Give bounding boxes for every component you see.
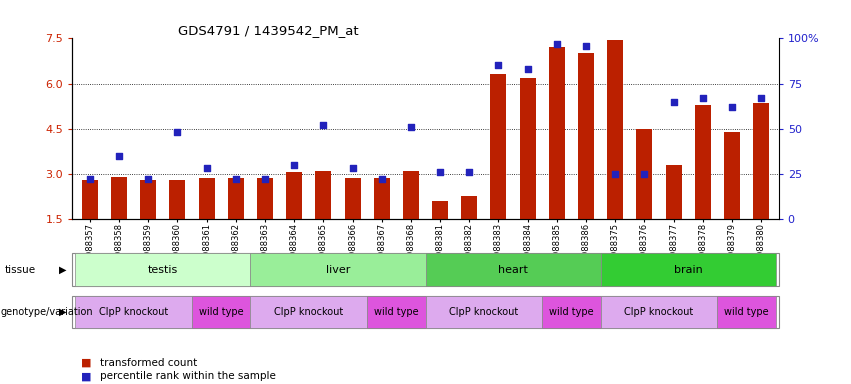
Text: wild type: wild type: [549, 307, 594, 317]
Text: wild type: wild type: [374, 307, 419, 317]
FancyBboxPatch shape: [250, 296, 367, 328]
Bar: [140, 180, 157, 219]
Text: transformed count: transformed count: [100, 358, 197, 368]
FancyBboxPatch shape: [75, 296, 192, 328]
Bar: [111, 177, 127, 219]
Text: testis: testis: [148, 265, 178, 275]
Bar: [724, 132, 740, 219]
Text: wild type: wild type: [199, 307, 243, 317]
Text: brain: brain: [674, 265, 703, 275]
Text: genotype/variation: genotype/variation: [1, 307, 94, 317]
FancyBboxPatch shape: [601, 253, 776, 286]
Bar: [228, 178, 243, 219]
Bar: [753, 103, 769, 219]
Point: [346, 165, 359, 171]
Bar: [461, 196, 477, 219]
FancyBboxPatch shape: [192, 296, 250, 328]
Bar: [608, 40, 623, 219]
Bar: [82, 180, 98, 219]
Bar: [374, 178, 390, 219]
FancyBboxPatch shape: [250, 253, 426, 286]
Bar: [169, 180, 186, 219]
FancyBboxPatch shape: [367, 296, 426, 328]
Bar: [549, 48, 565, 219]
FancyBboxPatch shape: [75, 253, 250, 286]
Text: heart: heart: [498, 265, 528, 275]
Point: [667, 99, 681, 105]
Text: wild type: wild type: [724, 307, 768, 317]
Point: [725, 104, 739, 110]
Point: [580, 43, 593, 49]
Text: ■: ■: [81, 358, 91, 368]
Point: [200, 165, 214, 171]
Point: [492, 63, 505, 69]
FancyBboxPatch shape: [426, 296, 542, 328]
Point: [317, 122, 330, 128]
Point: [754, 95, 768, 101]
Point: [141, 176, 155, 182]
Point: [637, 170, 651, 177]
Point: [170, 129, 184, 135]
Text: ▶: ▶: [59, 265, 66, 275]
Bar: [490, 74, 506, 219]
Text: ClpP knockout: ClpP knockout: [449, 307, 518, 317]
Point: [83, 176, 97, 182]
FancyBboxPatch shape: [542, 296, 601, 328]
Bar: [520, 78, 535, 219]
Bar: [257, 178, 273, 219]
Text: liver: liver: [326, 265, 350, 275]
Bar: [665, 165, 682, 219]
FancyBboxPatch shape: [601, 296, 717, 328]
FancyBboxPatch shape: [426, 253, 601, 286]
Point: [288, 162, 301, 168]
Point: [112, 153, 126, 159]
Text: ClpP knockout: ClpP knockout: [274, 307, 343, 317]
Bar: [316, 171, 331, 219]
Text: ▶: ▶: [59, 307, 66, 317]
Text: GDS4791 / 1439542_PM_at: GDS4791 / 1439542_PM_at: [179, 24, 359, 37]
FancyBboxPatch shape: [717, 296, 776, 328]
Text: percentile rank within the sample: percentile rank within the sample: [100, 371, 276, 381]
Bar: [286, 172, 302, 219]
Bar: [432, 201, 448, 219]
Text: ClpP knockout: ClpP knockout: [99, 307, 168, 317]
Point: [258, 176, 271, 182]
Point: [550, 41, 563, 47]
Point: [229, 176, 243, 182]
Bar: [694, 104, 711, 219]
Point: [521, 66, 534, 72]
Point: [462, 169, 476, 175]
Bar: [345, 178, 361, 219]
Text: ■: ■: [81, 371, 91, 381]
Point: [696, 95, 710, 101]
Point: [433, 169, 447, 175]
Text: ClpP knockout: ClpP knockout: [625, 307, 694, 317]
Bar: [403, 171, 419, 219]
Bar: [578, 53, 594, 219]
Bar: [198, 178, 214, 219]
Text: tissue: tissue: [4, 265, 36, 275]
Point: [608, 170, 622, 177]
Bar: [637, 129, 653, 219]
Point: [404, 124, 418, 130]
Point: [375, 176, 389, 182]
